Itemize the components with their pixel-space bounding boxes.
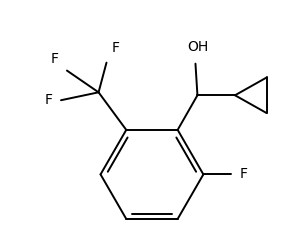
Text: F: F [240,167,248,181]
Text: F: F [111,41,119,55]
Text: OH: OH [187,40,208,54]
Text: F: F [51,52,59,66]
Text: F: F [45,93,53,107]
